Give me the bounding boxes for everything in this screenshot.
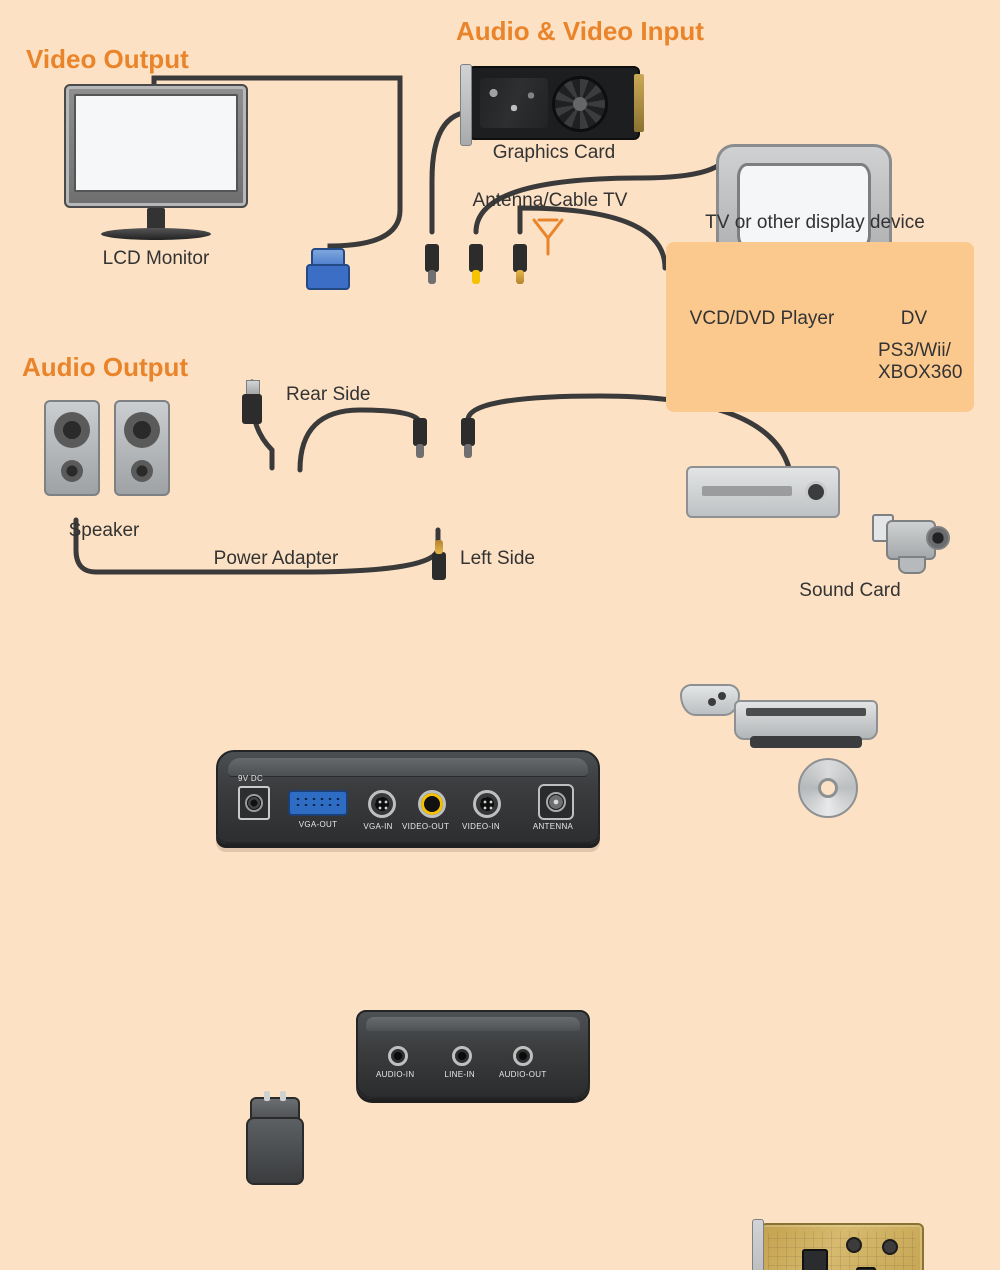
rear-side-label: Rear Side — [286, 384, 406, 406]
vga-out-label: VGA-OUT — [288, 820, 348, 829]
antenna-port — [538, 784, 574, 820]
vga-plug — [306, 250, 346, 290]
antenna-icon — [528, 214, 568, 258]
vga-in-port — [368, 790, 396, 818]
disc-icon — [798, 758, 858, 818]
left-side-label: Left Side — [460, 548, 570, 570]
graphics-card-label: Graphics Card — [474, 142, 634, 164]
game-console — [734, 700, 878, 740]
power-adapter-label: Power Adapter — [196, 548, 356, 570]
section-audio-output: Audio Output — [22, 352, 188, 383]
antenna-port-label: ANTENNA — [532, 822, 574, 831]
speakers — [44, 400, 170, 496]
line-in-jack — [452, 1046, 472, 1066]
lcd-monitor-label: LCD Monitor — [68, 248, 244, 270]
plug35-audioout — [432, 540, 446, 580]
video-out-label: VIDEO-OUT — [402, 822, 449, 831]
vcd-dvd-player — [686, 466, 840, 518]
graphics-card — [468, 66, 640, 140]
vga-out-port — [288, 790, 348, 816]
audio-out-jack — [513, 1046, 533, 1066]
dc-port-label: 9V DC — [238, 774, 263, 783]
gamepad — [680, 676, 736, 718]
rca-yellow-plug — [469, 244, 483, 284]
dc-port — [238, 786, 270, 820]
plug35-linein — [461, 418, 475, 458]
speaker-label: Speaker — [44, 520, 164, 542]
video-in-label: VIDEO-IN — [461, 822, 501, 831]
section-video-output: Video Output — [26, 44, 189, 75]
consoles-label: PS3/Wii/ XBOX360 — [878, 340, 978, 384]
power-adapter — [238, 1089, 308, 1189]
tv-display-label: TV or other display device — [680, 212, 950, 234]
audio-out-label: AUDIO-OUT — [499, 1070, 547, 1079]
mini-plug-vgain — [425, 244, 439, 284]
video-out-port — [418, 790, 446, 818]
dc-tail-plug — [242, 380, 262, 424]
vga-in-label: VGA-IN — [360, 822, 396, 831]
lcd-monitor — [64, 84, 248, 240]
audio-in-label: AUDIO-IN — [376, 1070, 414, 1079]
plug35-audioin — [413, 418, 427, 458]
line-in-label: LINE-IN — [444, 1070, 475, 1079]
tuner-left: AUDIO-IN LINE-IN AUDIO-OUT — [356, 1010, 590, 1099]
section-av-input: Audio & Video Input — [456, 16, 704, 47]
vcd-dvd-label: VCD/DVD Player — [678, 308, 846, 330]
dv-camcorder — [880, 512, 948, 570]
sound-card — [760, 1223, 924, 1270]
audio-in-jack — [388, 1046, 408, 1066]
antenna-label: Antenna/Cable TV — [460, 190, 640, 212]
cable — [300, 410, 420, 470]
mini-plug-videoin — [513, 244, 527, 284]
sound-card-label: Sound Card — [780, 580, 920, 602]
tuner-rear: 9V DC VGA-OUT VGA-IN VIDEO-OUT VIDEO-IN … — [216, 750, 600, 844]
video-in-port — [473, 790, 501, 818]
dv-label: DV — [886, 308, 942, 330]
